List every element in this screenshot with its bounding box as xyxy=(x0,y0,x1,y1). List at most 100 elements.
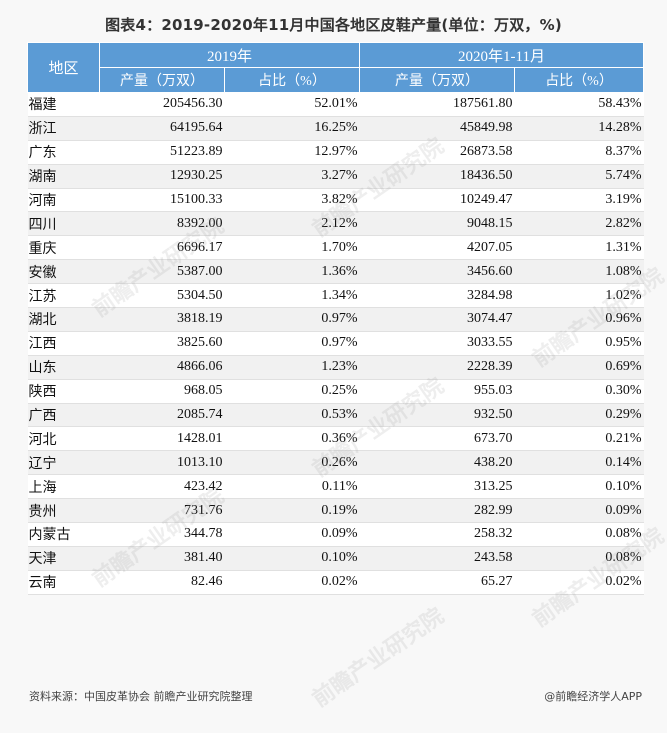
region-cell: 贵州 xyxy=(27,498,100,524)
output-2020-cell: 2228.39 xyxy=(359,355,515,380)
share-2019-cell: 16.25% xyxy=(224,116,360,141)
region-cell: 湖南 xyxy=(27,164,100,189)
header-2019: 2019年 xyxy=(98,42,361,68)
region-cell: 天津 xyxy=(27,546,100,571)
table-row: 江苏 5304.50 1.34% 3284.98 1.02% xyxy=(27,283,644,309)
share-2020-cell: 1.08% xyxy=(514,259,644,285)
output-2019-cell: 64195.64 xyxy=(99,116,225,141)
region-cell: 内蒙古 xyxy=(27,522,100,547)
share-2020-cell: 0.21% xyxy=(514,426,644,452)
region-cell: 广西 xyxy=(27,403,100,428)
table-row: 云南 82.46 0.02% 65.27 0.02% xyxy=(27,570,644,595)
output-2020-cell: 187561.80 xyxy=(359,92,515,117)
share-2020-cell: 0.08% xyxy=(514,522,644,547)
output-2020-cell: 258.32 xyxy=(359,522,515,547)
output-2019-cell: 3825.60 xyxy=(99,331,225,356)
table-row: 山东 4866.06 1.23% 2228.39 0.69% xyxy=(27,355,644,380)
output-2019-cell: 2085.74 xyxy=(99,403,225,428)
share-2019-cell: 0.26% xyxy=(224,450,360,476)
region-cell: 陕西 xyxy=(27,379,100,404)
share-2020-cell: 3.19% xyxy=(514,188,644,213)
share-2020-cell: 14.28% xyxy=(514,116,644,141)
table-body: 福建 205456.30 52.01% 187561.80 58.43% 浙江 64195.… xyxy=(27,92,644,595)
output-2020-cell: 26873.58 xyxy=(359,140,515,165)
output-2020-cell: 3456.60 xyxy=(359,259,515,285)
table-row: 天津 381.40 0.10% 243.58 0.08% xyxy=(27,546,644,571)
share-2020-cell: 8.37% xyxy=(514,140,644,165)
header-region: 地区 xyxy=(27,42,100,93)
output-2019-cell: 15100.33 xyxy=(99,188,225,213)
share-2019-cell: 0.02% xyxy=(224,570,360,595)
share-2020-cell: 0.30% xyxy=(514,379,644,404)
output-2020-cell: 3074.47 xyxy=(359,307,515,332)
output-2020-cell: 673.70 xyxy=(359,426,515,452)
region-cell: 山东 xyxy=(27,355,100,380)
table-row: 福建 205456.30 52.01% 187561.80 58.43% xyxy=(27,92,644,117)
share-2020-cell: 0.10% xyxy=(514,474,644,500)
share-2019-cell: 0.10% xyxy=(224,546,360,571)
output-2020-cell: 10249.47 xyxy=(359,188,515,213)
header-output-2019: 产量（万双） xyxy=(99,67,225,93)
share-2019-cell: 52.01% xyxy=(224,92,360,117)
table-row: 河南 15100.33 3.82% 10249.47 3.19% xyxy=(27,188,644,213)
table-row: 湖北 3818.19 0.97% 3074.47 0.96% xyxy=(27,307,644,332)
share-2019-cell: 0.53% xyxy=(224,403,360,428)
output-2020-cell: 932.50 xyxy=(359,403,515,428)
share-2019-cell: 0.19% xyxy=(224,498,360,524)
output-2020-cell: 65.27 xyxy=(359,570,515,595)
region-cell: 上海 xyxy=(27,474,100,500)
region-cell: 福建 xyxy=(27,92,100,117)
table-row: 河北 1428.01 0.36% 673.70 0.21% xyxy=(27,426,644,452)
output-2019-cell: 51223.89 xyxy=(99,140,225,165)
output-2020-cell: 9048.15 xyxy=(359,211,515,237)
share-2020-cell: 2.82% xyxy=(514,211,644,237)
share-2019-cell: 3.82% xyxy=(224,188,360,213)
output-2020-cell: 3284.98 xyxy=(359,283,515,309)
table-row: 贵州 731.76 0.19% 282.99 0.09% xyxy=(27,498,644,524)
output-2019-cell: 5387.00 xyxy=(99,259,225,285)
output-2019-cell: 1428.01 xyxy=(99,426,225,452)
table-row: 江西 3825.60 0.97% 3033.55 0.95% xyxy=(27,331,644,356)
table-row: 上海 423.42 0.11% 313.25 0.10% xyxy=(27,474,644,500)
share-2020-cell: 0.29% xyxy=(514,403,644,428)
header-2020: 2020年1-11月 xyxy=(359,42,645,68)
output-2020-cell: 18436.50 xyxy=(359,164,515,189)
source-note: 资料来源：中国皮革协会 前瞻产业研究院整理 xyxy=(29,690,253,703)
output-2019-cell: 423.42 xyxy=(99,474,225,500)
output-2019-cell: 12930.25 xyxy=(99,164,225,189)
share-2019-cell: 1.34% xyxy=(224,283,360,309)
region-cell: 河南 xyxy=(27,188,100,213)
output-2020-cell: 45849.98 xyxy=(359,116,515,141)
share-2019-cell: 3.27% xyxy=(224,164,360,189)
header-row-metrics: 产量（万双） 占比（%） 产量（万双） 占比（%） xyxy=(28,67,645,93)
output-2019-cell: 205456.30 xyxy=(99,92,225,117)
table-row: 浙江 64195.64 16.25% 45849.98 14.28% xyxy=(27,116,644,141)
output-2020-cell: 438.20 xyxy=(359,450,515,476)
share-2020-cell: 0.09% xyxy=(514,498,644,524)
share-2020-cell: 1.31% xyxy=(514,235,644,261)
output-2020-cell: 282.99 xyxy=(359,498,515,524)
output-2019-cell: 8392.00 xyxy=(99,211,225,237)
share-2019-cell: 0.36% xyxy=(224,426,360,452)
share-2020-cell: 0.96% xyxy=(514,307,644,332)
share-2020-cell: 5.74% xyxy=(514,164,644,189)
share-2019-cell: 0.97% xyxy=(224,307,360,332)
output-2020-cell: 955.03 xyxy=(359,379,515,404)
share-2019-cell: 1.23% xyxy=(224,355,360,380)
share-2019-cell: 0.09% xyxy=(224,522,360,547)
table-row: 广东 51223.89 12.97% 26873.58 8.37% xyxy=(27,140,644,165)
region-cell: 河北 xyxy=(27,426,100,452)
output-2019-cell: 3818.19 xyxy=(99,307,225,332)
output-2020-cell: 313.25 xyxy=(359,474,515,500)
watermark-logo: 前瞻产业研究院 xyxy=(308,603,449,713)
share-2019-cell: 0.25% xyxy=(224,379,360,404)
share-2019-cell: 1.70% xyxy=(224,235,360,261)
output-2019-cell: 82.46 xyxy=(99,570,225,595)
output-2019-cell: 4866.06 xyxy=(99,355,225,380)
output-2019-cell: 1013.10 xyxy=(99,450,225,476)
share-2019-cell: 0.97% xyxy=(224,331,360,356)
output-2019-cell: 968.05 xyxy=(99,379,225,404)
region-cell: 江苏 xyxy=(27,283,100,309)
region-cell: 湖北 xyxy=(27,307,100,332)
share-2020-cell: 1.02% xyxy=(514,283,644,309)
